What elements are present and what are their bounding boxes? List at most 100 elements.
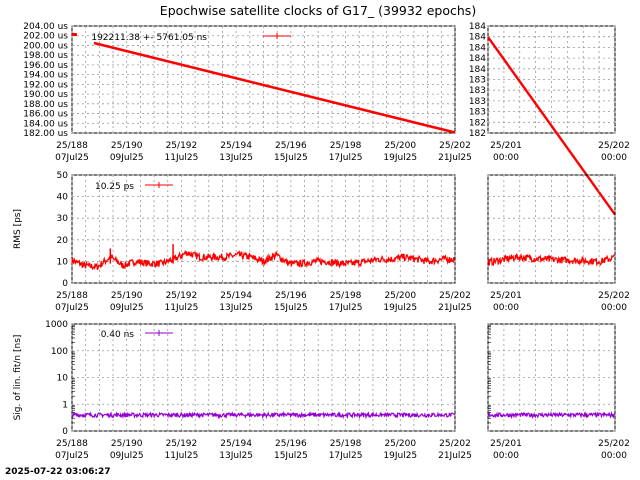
zoom-x-tick-label-bottom: 00:00 (493, 303, 519, 313)
x-tick-label-bottom: 17Jul25 (329, 451, 363, 461)
zoom-x-tick-label-top: 25/201 (490, 141, 522, 151)
zoom-x-tick-label-bottom: 00:00 (493, 153, 519, 163)
x-tick-label-bottom: 19Jul25 (383, 303, 417, 313)
y-tick-label: 50 (57, 171, 69, 181)
zoom-y-tick-label: 184 (469, 22, 486, 32)
x-tick-label-top: 25/200 (384, 439, 416, 449)
legend-label: 192211.38 +- 5761.05 ns (91, 33, 207, 43)
zoom-x-tick-label-bottom: 00:00 (493, 451, 519, 461)
legend-label: 0.40 ns (101, 330, 135, 340)
zoom-y-tick-label: 183 (469, 108, 486, 118)
zoom-x-tick-label-top: 25/202 (598, 439, 630, 449)
x-tick-label-top: 25/198 (330, 141, 362, 151)
legend-label: 10.25 ps (95, 182, 134, 192)
x-tick-label-bottom: 15Jul25 (274, 153, 308, 163)
x-tick-label-bottom: 15Jul25 (274, 451, 308, 461)
y-tick-label: 10 (57, 257, 69, 267)
y-tick-label: 192.00 us (23, 80, 68, 90)
x-tick-label-top: 25/194 (220, 439, 252, 449)
zoom-y-tick-label: 183 (469, 76, 486, 86)
y-tick-label: 30 (57, 214, 69, 224)
x-tick-label-bottom: 21Jul25 (438, 451, 472, 461)
x-tick-label-top: 25/188 (56, 141, 88, 151)
zoom-x-tick-label-top: 25/202 (598, 291, 630, 301)
y-axis-label: RMS [ps] (13, 209, 23, 249)
x-tick-label-bottom: 11Jul25 (165, 303, 199, 313)
zoom-y-tick-label: 183 (469, 86, 486, 96)
zoom-x-tick-label-top: 25/201 (490, 291, 522, 301)
x-tick-label-bottom: 19Jul25 (383, 153, 417, 163)
x-tick-label-bottom: 19Jul25 (383, 451, 417, 461)
x-tick-label-top: 25/192 (166, 141, 198, 151)
zoom-x-tick-label-bottom: 00:00 (601, 303, 627, 313)
y-tick-label: 0 (62, 279, 68, 289)
rms-zoom-series (487, 252, 615, 267)
y-axis-label: Sig. of lin. fit/n [ns] (13, 335, 23, 421)
x-tick-label-bottom: 07Jul25 (55, 303, 89, 313)
x-tick-label-bottom: 13Jul25 (219, 303, 253, 313)
clock-zoom-series (487, 36, 616, 216)
x-tick-label-top: 25/194 (220, 291, 252, 301)
y-tick-label: 0 (62, 427, 68, 437)
x-tick-label-bottom: 07Jul25 (55, 153, 89, 163)
x-tick-label-bottom: 13Jul25 (219, 153, 253, 163)
x-tick-label-top: 25/188 (56, 439, 88, 449)
chart-title: Epochwise satellite clocks of G17_ (3993… (160, 3, 476, 18)
y-tick-label: 1 (62, 400, 68, 410)
x-tick-label-bottom: 17Jul25 (329, 303, 363, 313)
x-tick-label-bottom: 21Jul25 (438, 303, 472, 313)
x-tick-label-top: 25/200 (384, 291, 416, 301)
x-tick-label-bottom: 13Jul25 (219, 451, 253, 461)
y-tick-label: 40 (57, 193, 69, 203)
y-tick-label: 194.00 us (23, 71, 68, 81)
x-tick-label-bottom: 21Jul25 (438, 153, 472, 163)
y-tick-label: 182.00 us (23, 129, 68, 139)
x-tick-label-top: 25/196 (275, 439, 307, 449)
zoom-x-tick-label-top: 25/202 (598, 141, 630, 151)
zoom-x-tick-label-bottom: 00:00 (601, 153, 627, 163)
x-tick-label-bottom: 07Jul25 (55, 451, 89, 461)
x-tick-label-top: 25/202 (439, 439, 471, 449)
x-tick-label-top: 25/202 (439, 291, 471, 301)
zoom-y-tick-label: 182 (469, 129, 486, 139)
y-tick-label: 1000 (45, 320, 68, 330)
y-tick-label: 188.00 us (23, 100, 68, 110)
clock-series-start (71, 32, 78, 37)
x-tick-label-bottom: 15Jul25 (274, 303, 308, 313)
y-tick-label: 190.00 us (23, 90, 68, 100)
x-tick-label-top: 25/202 (439, 141, 471, 151)
y-tick-label: 10 (57, 374, 69, 384)
y-tick-label: 200.00 us (23, 41, 68, 51)
clock-series (93, 41, 456, 134)
x-tick-label-top: 25/196 (275, 291, 307, 301)
y-tick-label: 20 (57, 236, 69, 246)
x-tick-label-top: 25/190 (111, 141, 143, 151)
x-tick-label-bottom: 17Jul25 (329, 153, 363, 163)
y-tick-label: 204.00 us (23, 22, 68, 32)
zoom-y-tick-label: 184 (469, 33, 486, 43)
y-tick-label: 198.00 us (23, 51, 68, 61)
x-tick-label-top: 25/192 (166, 439, 198, 449)
zoom-x-tick-label-top: 25/201 (490, 439, 522, 449)
sig-zoom-series (487, 410, 616, 420)
rms-series (71, 249, 456, 271)
y-tick-label: 186.00 us (23, 110, 68, 120)
x-tick-label-top: 25/196 (275, 141, 307, 151)
x-tick-label-bottom: 09Jul25 (110, 451, 144, 461)
zoom-y-tick-label: 184 (469, 65, 486, 75)
zoom-y-tick-label: 184 (469, 43, 486, 53)
y-tick-label: 202.00 us (23, 32, 68, 42)
x-tick-label-bottom: 09Jul25 (110, 303, 144, 313)
y-tick-label: 184.00 us (23, 119, 68, 129)
zoom-y-tick-label: 184 (469, 54, 486, 64)
x-tick-label-top: 25/188 (56, 291, 88, 301)
zoom-y-tick-label: 182 (469, 118, 486, 128)
x-tick-label-top: 25/194 (220, 141, 252, 151)
zoom-y-tick-label: 183 (469, 97, 486, 107)
x-tick-label-bottom: 09Jul25 (110, 153, 144, 163)
x-tick-label-top: 25/198 (330, 291, 362, 301)
x-tick-label-bottom: 11Jul25 (165, 451, 199, 461)
y-tick-label: 100 (51, 347, 68, 357)
x-tick-label-top: 25/190 (111, 291, 143, 301)
